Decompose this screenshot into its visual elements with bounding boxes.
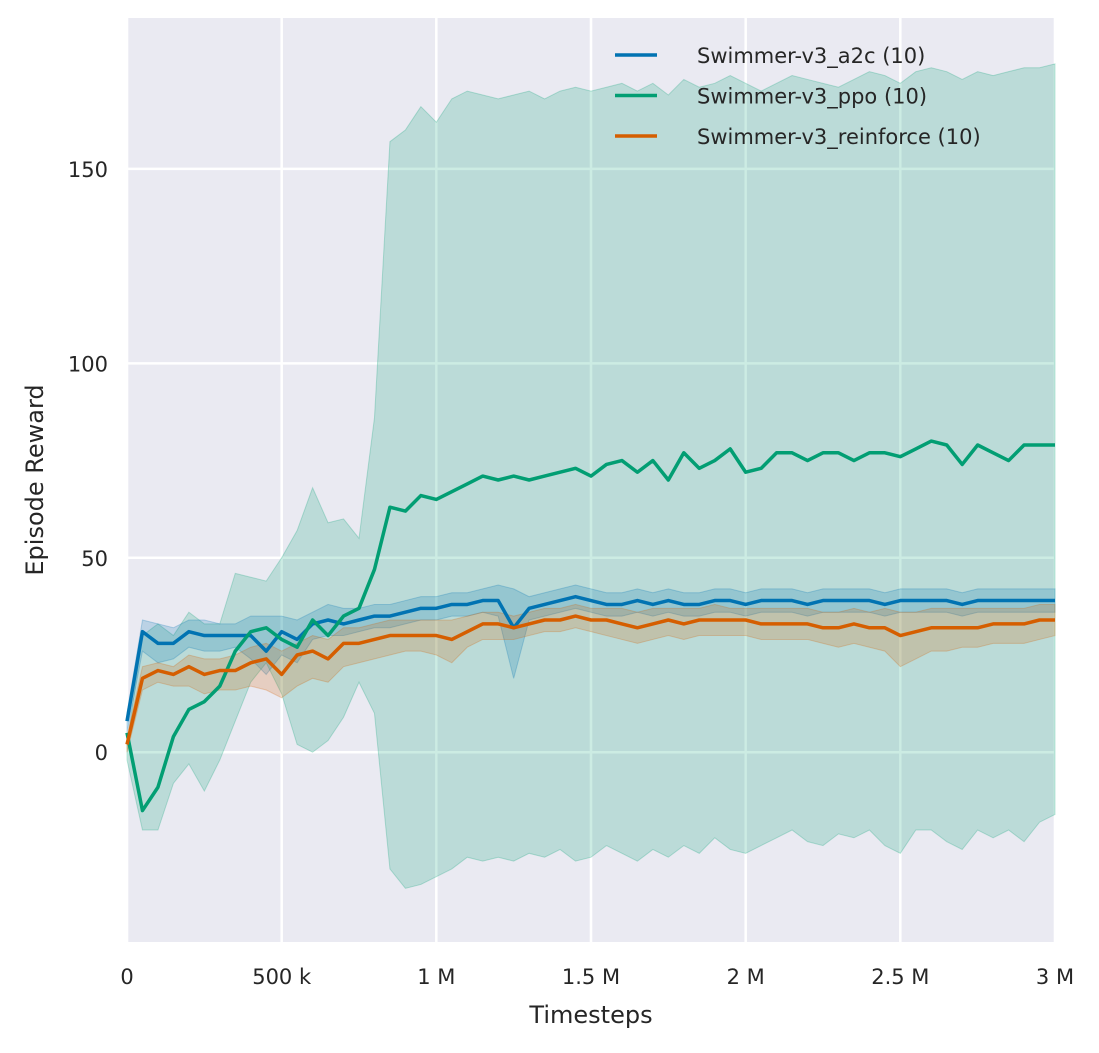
confidence-band	[126, 603, 1056, 753]
legend-label: Swimmer-v3_a2c (10)	[697, 44, 925, 69]
x-axis-ticks: 0 500 k 1 M 1.5 M 2 M 2.5 M 3 M	[120, 965, 1074, 989]
series-line	[125, 439, 1055, 813]
legend: Swimmer-v3_a2c (10) Swimmer-v3_ppo (10) Sw…	[615, 44, 981, 150]
series-lines	[125, 439, 1055, 813]
y-axis-ticks: 0 50 100 150	[68, 158, 108, 765]
y-tick-label: 150	[68, 158, 108, 182]
x-axis-label: Timesteps	[528, 1001, 652, 1029]
y-tick-label: 0	[95, 741, 108, 765]
legend-label: Swimmer-v3_reinforce (10)	[697, 125, 981, 150]
confidence-band	[126, 584, 1056, 733]
x-tick-label: 3 M	[1036, 965, 1074, 989]
x-tick-label: 0	[120, 965, 133, 989]
x-tick-label: 2 M	[727, 965, 765, 989]
y-axis-label: Episode Reward	[21, 384, 49, 575]
y-tick-label: 50	[81, 547, 108, 571]
x-tick-label: 1.5 M	[562, 965, 620, 989]
x-tick-label: 1 M	[417, 965, 455, 989]
x-tick-label: 500 k	[252, 965, 312, 989]
series-line	[125, 594, 1055, 722]
x-tick-label: 2.5 M	[871, 965, 929, 989]
gridlines	[125, 18, 1057, 942]
series-line	[125, 614, 1055, 745]
y-tick-label: 100	[68, 352, 108, 376]
legend-label: Swimmer-v3_ppo (10)	[697, 85, 927, 110]
